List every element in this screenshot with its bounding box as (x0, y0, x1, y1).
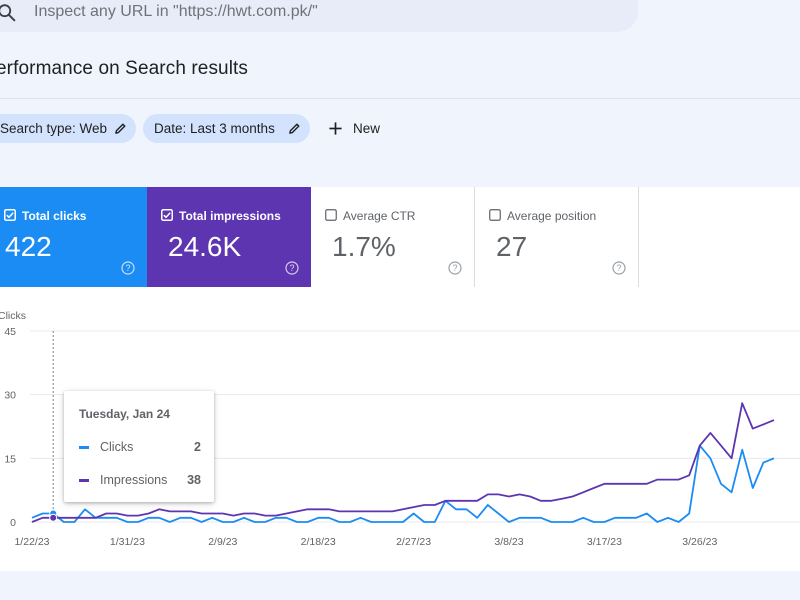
y-tick-label: 45 (4, 326, 16, 338)
checkbox-checked-icon[interactable] (161, 209, 173, 221)
date-label: Date: Last 3 months (154, 121, 275, 136)
clicks-swatch (79, 445, 89, 449)
svg-text:?: ? (452, 263, 457, 273)
checkbox-checked-icon[interactable] (4, 209, 16, 221)
help-icon[interactable]: ? (285, 261, 299, 275)
chart-tooltip: Tuesday, Jan 24 Clicks 2 Impressions 38 (64, 391, 214, 502)
metric-value: 422 (5, 231, 52, 262)
metric-label: Average position (507, 209, 597, 223)
x-tick-label: 2/18/23 (301, 536, 336, 548)
bottom-band (0, 571, 800, 600)
metric-value: 1.7% (332, 231, 396, 262)
y-tick-label: 0 (10, 517, 16, 529)
search-type-chip[interactable]: Search type: Web (0, 114, 136, 143)
search-bar[interactable] (0, 0, 638, 32)
series-line-impressions (31, 402, 775, 523)
tooltip-row-value: 38 (187, 473, 201, 487)
help-icon[interactable]: ? (448, 261, 462, 275)
y-axis-label: Clicks (0, 310, 26, 322)
search-input[interactable] (34, 0, 594, 24)
metric-card-average-position[interactable]: Average position 27 ? (475, 187, 639, 287)
metric-label: Average CTR (343, 209, 416, 223)
x-tick-label: 1/31/23 (110, 536, 145, 548)
x-tick-label: 2/9/23 (208, 536, 237, 548)
new-filter-button[interactable]: New (322, 114, 380, 143)
tooltip-row-name: Impressions (100, 473, 168, 487)
x-tick-label: 3/26/23 (682, 536, 717, 548)
pencil-icon (289, 123, 300, 134)
metric-value: 24.6K (168, 231, 242, 262)
metric-value: 27 (496, 231, 528, 262)
page-title: erformance on Search results (0, 58, 249, 79)
metric-card-average-ctr[interactable]: Average CTR 1.7% ? (311, 187, 475, 287)
x-tick-label: 2/27/23 (396, 536, 431, 548)
metric-label: Total impressions (179, 209, 281, 223)
hover-point-impressions (49, 513, 58, 522)
metric-card-total-impressions[interactable]: Total impressions 24.6K ? (147, 187, 311, 287)
help-icon[interactable]: ? (612, 261, 626, 275)
tooltip-date: Tuesday, Jan 24 (79, 407, 170, 421)
metric-card-total-clicks[interactable]: Total clicks 422 ? (0, 187, 147, 287)
series-line-clicks (31, 444, 775, 523)
date-chip[interactable]: Date: Last 3 months (143, 114, 310, 143)
search-type-label: Search type: Web (0, 121, 108, 136)
metric-label: Total clicks (22, 209, 87, 223)
tooltip-row-clicks: Clicks 2 (79, 439, 201, 455)
y-tick-label: 15 (4, 453, 16, 465)
x-tick-label: 3/8/23 (494, 536, 523, 548)
svg-text:?: ? (125, 263, 130, 273)
x-tick-label: 1/22/23 (14, 536, 49, 548)
chart-svg[interactable]: Clicks 45 30 15 0 1/22/23 1/31/23 2/9/23 2/18/23… (0, 287, 800, 571)
metrics-row: Total clicks 422 ? Total impressions 24.… (0, 187, 800, 287)
search-icon (0, 4, 16, 22)
new-label: New (353, 121, 381, 136)
plus-icon (329, 122, 342, 135)
y-tick-label: 30 (4, 390, 16, 402)
tooltip-row-impressions: Impressions 38 (79, 472, 201, 488)
divider (0, 98, 800, 99)
svg-text:?: ? (616, 263, 621, 273)
svg-text:?: ? (289, 263, 294, 273)
checkbox-unchecked-icon[interactable] (489, 209, 501, 221)
help-icon[interactable]: ? (121, 261, 135, 275)
checkbox-unchecked-icon[interactable] (325, 209, 337, 221)
pencil-icon (115, 123, 126, 134)
impressions-swatch (79, 478, 89, 482)
tooltip-row-name: Clicks (100, 440, 134, 454)
tooltip-row-value: 2 (194, 440, 201, 454)
x-tick-label: 3/17/23 (587, 536, 622, 548)
